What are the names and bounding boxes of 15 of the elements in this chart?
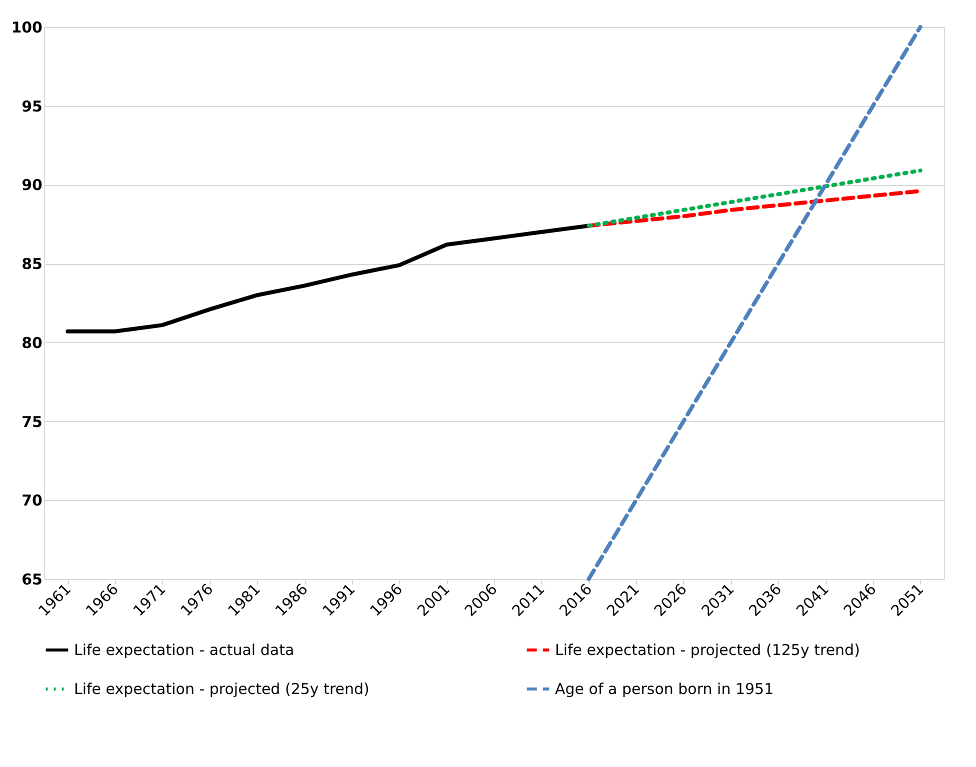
legend-label: Life expectation - projected (125y trend) xyxy=(555,641,860,659)
legend-label: Life expectation - projected (25y trend) xyxy=(74,680,370,698)
line-series xyxy=(66,224,591,334)
legend-label: Age of a person born in 1951 xyxy=(555,680,774,698)
y-tick-label: 95 xyxy=(22,97,42,116)
y-tick-label: 85 xyxy=(22,255,42,274)
y-tick-label: 100 xyxy=(11,18,42,36)
line-series xyxy=(586,25,922,581)
y-tick-label: 75 xyxy=(22,412,42,431)
y-tick-label: 65 xyxy=(22,570,42,588)
y-tick-label: 90 xyxy=(22,176,42,194)
y-tick-label: 70 xyxy=(22,492,42,510)
line-series xyxy=(586,168,922,228)
legend-label: Life expectation - actual data xyxy=(74,641,294,659)
y-tick-label: 80 xyxy=(22,334,42,352)
